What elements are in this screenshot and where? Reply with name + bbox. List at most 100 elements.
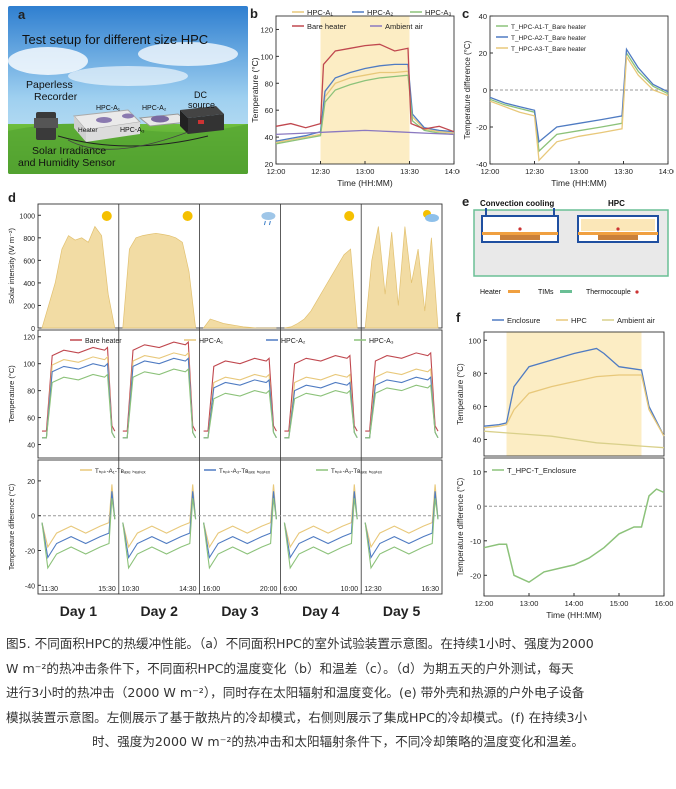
solar-area-day-2: [122, 232, 196, 329]
series-line-0: [489, 50, 669, 153]
caption-line-3: 进行3小时的热冲击（2000 W m⁻²），同时存在太阳辐射和温度变化。(e) …: [6, 685, 585, 700]
x-tick-label: 14:00: [445, 167, 460, 176]
y-tick-label: -40: [476, 160, 487, 169]
temp-line-day4-2: [284, 381, 358, 439]
solar-y-tick-label: 200: [23, 303, 35, 310]
x-tick-label: 13:30: [400, 167, 419, 176]
x-axis-label: Time (HH:MM): [551, 178, 607, 188]
day-end-tick: 20:00: [260, 586, 278, 593]
axes-frame: [37, 459, 443, 595]
temp-y-tick-label: 80: [27, 389, 35, 396]
rain-drop-icon: [263, 220, 266, 226]
conv-label: Convection cooling: [480, 199, 554, 208]
legend-label-2: Ambient air: [617, 316, 655, 325]
hpc-label: HPC: [608, 199, 625, 208]
temp-line-day1-2: [42, 362, 116, 439]
panel-a-title: Test setup for different size HPC: [22, 32, 208, 47]
diff-y-tick-label: -20: [470, 571, 481, 580]
temp-line-day3-2: [203, 378, 277, 439]
temp-legend-label-0: Bare heater: [85, 338, 122, 345]
series-line-0: [483, 347, 665, 437]
y-tick-label: 80: [265, 79, 273, 88]
y-tick-label: 100: [260, 52, 273, 61]
diff-y-label: Temperature difference (°C): [456, 477, 465, 576]
convection-module: [481, 208, 559, 243]
day-end-tick: 16:30: [421, 586, 439, 593]
day-label-5: Day 5: [383, 603, 421, 619]
panel-c-label: c: [462, 6, 469, 21]
series-line-2: [483, 430, 665, 449]
x-tick-label: 13:00: [520, 599, 539, 608]
legend-label-4: Ambient air: [385, 22, 423, 31]
series-line-3: [275, 43, 455, 133]
diff-line-day4-2: [283, 498, 358, 570]
temp-legend-label-2: HPC-A₂: [281, 338, 306, 345]
diff-y-label: Temperature difference (°C): [8, 484, 16, 570]
x-tick-label: 12:00: [481, 167, 500, 176]
sensor-line2: and Humidity Sensor: [18, 157, 116, 169]
hpc-a1-label: HPC-A₁: [96, 105, 121, 112]
heater-label: Heater: [78, 127, 98, 134]
temp-y-label: Temperature (°C): [7, 365, 16, 423]
legend-heater-swatch: [508, 290, 520, 293]
legend-label-0: T_HPC-A1-T_Bare heater: [511, 24, 587, 31]
caption-line-4: 模拟装置示意图。左侧展示了基于散热片的冷却模式，右侧则展示了集成HPC的冷却模式…: [6, 709, 588, 725]
legend-label-3: Bare heater: [307, 22, 347, 31]
solar-y-tick-label: 400: [23, 281, 35, 288]
figure: a Test setup for different size HPC Pape…: [7, 6, 674, 620]
solar-y-tick-label: 600: [23, 258, 35, 265]
temp-line-day5-0: [365, 351, 439, 432]
panel-b-chart: b 20 40 60 80 100 120 12:00 12:30 13:00 13:30 14:00…: [250, 6, 460, 188]
x-tick-label: 14:00: [659, 167, 674, 176]
x-tick-label: 12:00: [475, 599, 494, 608]
x-tick-label: 13:00: [356, 167, 375, 176]
temp-line-day1-3: [42, 373, 116, 439]
x-tick-label: 15:00: [610, 599, 629, 608]
x-tick-label: 14:00: [565, 599, 584, 608]
series-line-1: [489, 47, 669, 144]
x-tick-label: 16:00: [655, 599, 674, 608]
series-line-0: [275, 70, 455, 144]
hpc-module: [577, 215, 659, 243]
temp-y-tick-label: 100: [23, 362, 35, 369]
diff-line-day5-2: [364, 498, 439, 570]
diff-legend-label-1: Tₕₚₖ-A₃-Tʙₐₓₑ ₕₑₐₜₑₓ: [219, 468, 271, 475]
panel-e-diagram: e Convection cooling HPC Heater TIMs The…: [462, 194, 669, 296]
caption-line-2: W m⁻²的热冲击条件下，不同面积HPC的温度变化（b）和温差（c）。（d）为期…: [6, 660, 574, 676]
day-end-tick: 15:30: [98, 586, 116, 593]
legend-label-1: HPC: [571, 316, 587, 325]
day-label-2: Day 2: [141, 603, 179, 619]
day-label-1: Day 1: [60, 603, 98, 619]
panel-a-label: a: [18, 7, 26, 22]
solar-y-tick-label: 800: [23, 236, 35, 243]
solar-y-tick-label: 0: [31, 326, 35, 333]
sun-icon: [182, 211, 193, 221]
y-tick-label: 40: [265, 133, 273, 142]
legend-label-2: HPC-A₃: [425, 8, 451, 17]
series-line-1: [483, 374, 665, 437]
legend-tims-swatch: [560, 290, 572, 293]
diff-legend-label: T_HPC-T_Enclosure: [507, 466, 576, 475]
temp-y-label: Temperature (°C): [456, 363, 465, 425]
diff-y-tick-label: 20: [27, 479, 35, 486]
temp-legend-label-3: HPC-A₃: [369, 338, 394, 345]
diff-y-tick-label: 0: [31, 514, 35, 521]
temp-y-tick-label: 40: [473, 435, 481, 444]
panel-f-chart: f 40 60 80 100 -20 -10 0 10 12:00 13:00 14:00 15:00 1…: [456, 310, 674, 620]
legend-label-0: Enclosure: [507, 316, 540, 325]
temp-line-day3-1: [203, 373, 277, 439]
x-tick-label: 12:30: [525, 167, 544, 176]
diff-line-day5-0: [364, 484, 439, 549]
temp-line-day2-2: [122, 357, 197, 439]
hpc-a3-label: HPC-A₃: [120, 127, 145, 134]
x-tick-label: 12:00: [267, 167, 286, 176]
day-end-tick: 14:30: [179, 586, 197, 593]
dc-source-label: DC source: [188, 90, 215, 110]
day-start-tick: 10:30: [122, 586, 140, 593]
sensor-label: Solar Irradiance and Humidity Sensor: [18, 145, 116, 169]
panel-b-label: b: [250, 6, 258, 21]
caption-line-1: 图5. 不同面积HPC的热缓冲性能。（a）不同面积HPC的室外试验装置示意图。在…: [6, 636, 594, 651]
x-tick-label: 13:30: [614, 167, 633, 176]
y-axis-label: Temperature difference (°C): [463, 40, 472, 139]
